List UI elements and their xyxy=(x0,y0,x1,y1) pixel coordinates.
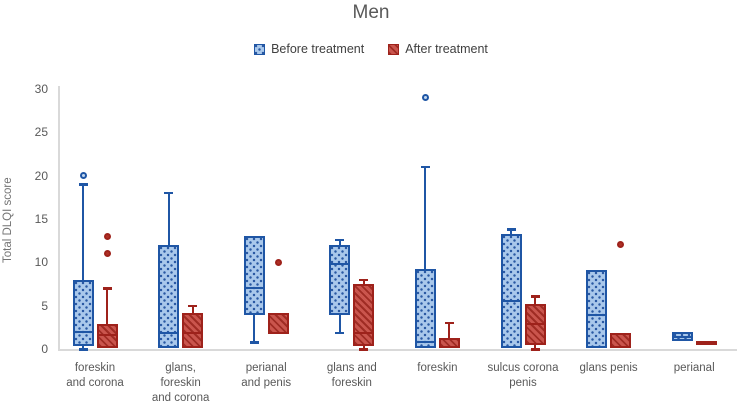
whisker-low-cap xyxy=(335,331,345,335)
legend-label-before: Before treatment xyxy=(271,42,365,56)
whisker-high-cap xyxy=(164,191,174,195)
x-axis-line xyxy=(58,349,737,351)
whisker-high-cap xyxy=(78,183,88,186)
outlier-marker xyxy=(103,232,111,240)
box-after-4 xyxy=(438,338,460,349)
whisker-high-cap xyxy=(335,238,345,242)
whisker-high-cap xyxy=(102,287,112,290)
median-line xyxy=(329,263,351,265)
whisker-high-stem xyxy=(191,305,194,314)
box-before-1 xyxy=(158,244,180,349)
chart-title: Men xyxy=(352,2,390,23)
outlier-marker xyxy=(617,241,625,249)
box-after-1 xyxy=(182,313,204,349)
y-tick-label: 20 xyxy=(34,168,48,183)
box-after-6 xyxy=(610,332,632,349)
box-before-6 xyxy=(586,270,608,349)
y-tick-label: 25 xyxy=(34,125,48,140)
whisker-low-stem xyxy=(338,315,341,333)
outlier-marker xyxy=(421,93,429,101)
whisker-low-stem xyxy=(362,345,365,349)
legend-label-after: After treatment xyxy=(405,42,488,56)
whisker-high-stem xyxy=(338,239,341,245)
whisker-high-cap xyxy=(444,321,454,325)
whisker-low-cap xyxy=(78,348,88,351)
whisker-high-cap xyxy=(506,228,516,231)
whisker-high-stem xyxy=(448,322,451,339)
whisker-high-stem xyxy=(82,184,84,281)
whisker-high-stem xyxy=(534,296,536,304)
whisker-low-stem xyxy=(534,344,536,349)
x-category-label: perianal and penis xyxy=(241,362,292,389)
y-tick-label: 5 xyxy=(41,298,48,313)
x-category-label: glans, foreskin and corona xyxy=(151,362,210,404)
x-category-label: glans penis xyxy=(579,362,638,374)
whisker-high-stem xyxy=(167,192,170,245)
whisker-low-stem xyxy=(253,315,256,343)
whisker-low-cap xyxy=(249,341,259,344)
legend-item-after-treatment: After treatment xyxy=(388,42,488,56)
y-tick-label: 15 xyxy=(34,211,48,226)
box-before-3 xyxy=(329,244,351,316)
y-tick-label: 0 xyxy=(41,342,48,356)
legend-item-before-treatment: Before treatment xyxy=(254,42,364,56)
whisker-high-cap xyxy=(359,278,369,282)
box-after-2 xyxy=(267,312,289,335)
y-axis-line xyxy=(58,86,60,349)
median-line xyxy=(158,331,180,334)
whisker-high-stem xyxy=(106,288,108,324)
box-after-7 xyxy=(695,340,717,345)
after-treatment-swatch-icon xyxy=(388,43,400,55)
x-category-label: perianal xyxy=(673,362,715,374)
x-category-label: foreskin xyxy=(417,362,458,374)
median-line xyxy=(500,300,522,303)
whisker-high-cap xyxy=(188,304,198,308)
median-line xyxy=(671,335,693,338)
median-line xyxy=(524,322,546,325)
box-before-5 xyxy=(500,233,522,349)
median-line xyxy=(243,287,265,290)
box-before-2 xyxy=(243,236,265,316)
whisker-low-stem xyxy=(82,346,84,349)
whisker-low-cap xyxy=(530,348,540,351)
whisker-high-cap xyxy=(530,295,540,298)
y-tick-label: 30 xyxy=(34,81,48,96)
before-treatment-swatch-icon xyxy=(254,43,266,55)
x-category-label: glans and foreskin xyxy=(326,362,377,389)
box-after-3 xyxy=(353,283,375,346)
whisker-high-cap xyxy=(420,165,430,169)
median-line xyxy=(414,341,436,344)
x-category-label: foreskin and corona xyxy=(66,362,124,389)
median-line xyxy=(96,334,118,337)
outlier-marker xyxy=(274,258,282,266)
median-line xyxy=(72,330,94,333)
box-before-4 xyxy=(414,269,436,349)
median-line xyxy=(182,332,204,335)
x-category-label: sulcus corona penis xyxy=(487,362,559,389)
whisker-high-stem xyxy=(424,166,427,270)
y-tick-label: 10 xyxy=(34,255,48,270)
box-before-0 xyxy=(72,280,94,347)
whisker-low-cap xyxy=(359,348,369,351)
median-line xyxy=(353,332,375,335)
median-line xyxy=(586,314,608,317)
whisker-high-stem xyxy=(510,229,512,234)
whisker-high-stem xyxy=(362,279,365,284)
outlier-marker xyxy=(103,250,111,258)
legend: Before treatment After treatment xyxy=(0,42,742,56)
outlier-marker xyxy=(79,172,87,180)
